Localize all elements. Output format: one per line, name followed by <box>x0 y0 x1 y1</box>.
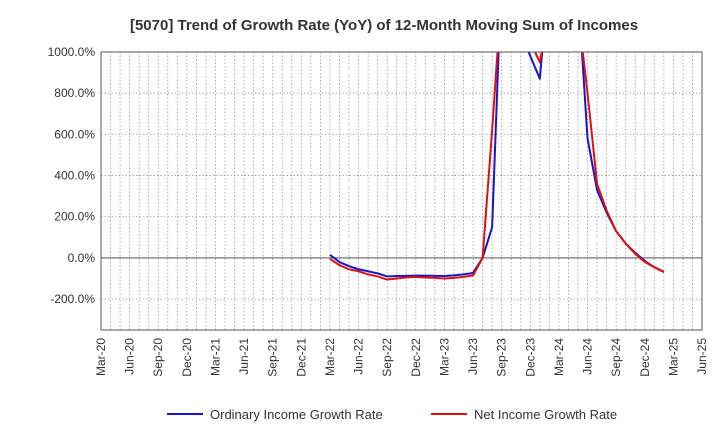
x-tick-label: Sep-21 <box>266 338 280 377</box>
x-tick-label: Dec-21 <box>294 338 308 377</box>
x-tick-label: Dec-20 <box>180 338 194 377</box>
x-tick-label: Sep-22 <box>380 338 394 377</box>
grid-layer <box>100 51 703 330</box>
x-tick-label: Sep-23 <box>495 338 509 377</box>
legend-label: Net Income Growth Rate <box>474 407 617 422</box>
y-tick-label: 600.0% <box>54 127 95 141</box>
x-tick-label: Jun-20 <box>123 338 137 375</box>
x-tick-label: Dec-24 <box>638 338 652 377</box>
x-tick-label: Jun-21 <box>237 338 251 375</box>
x-tick-label: Sep-20 <box>151 338 165 377</box>
y-tick-label: 200.0% <box>54 210 95 224</box>
axes: 1000.0% 800.0% 600.0% 400.0% 200.0% 0.0% -200.… <box>48 45 709 377</box>
x-tick-label: Mar-20 <box>94 338 108 376</box>
x-tick-label: Mar-24 <box>552 338 566 376</box>
y-tick-label: 400.0% <box>54 169 95 183</box>
chart-title: [5070] Trend of Growth Rate (YoY) of 12-… <box>130 17 638 34</box>
x-tick-label: Mar-23 <box>437 338 451 376</box>
legend-label: Ordinary Income Growth Rate <box>210 407 383 422</box>
y-tick-label: -200.0% <box>50 292 95 306</box>
x-tick-label: Jun-22 <box>352 338 366 375</box>
series-line <box>329 52 665 281</box>
x-tick-label: Mar-21 <box>208 338 222 376</box>
series-line <box>329 52 665 278</box>
plot-frame <box>100 51 703 331</box>
y-tick-label: 1000.0% <box>48 45 96 59</box>
legend: Ordinary Income Growth Rate Net Income Gr… <box>167 407 617 422</box>
x-tick-label: Jun-25 <box>695 338 709 375</box>
x-tick-label: Jun-24 <box>581 338 595 375</box>
x-tick-label: Jun-23 <box>466 338 480 375</box>
x-tick-label: Dec-22 <box>409 338 423 377</box>
x-tick-label: Sep-24 <box>609 338 623 377</box>
y-tick-label: 0.0% <box>68 251 96 265</box>
x-tick-label: Mar-25 <box>666 338 680 376</box>
x-tick-label: Mar-22 <box>323 338 337 376</box>
x-tick-label: Dec-23 <box>523 338 537 377</box>
plot-area <box>329 52 665 281</box>
y-tick-label: 800.0% <box>54 86 95 100</box>
